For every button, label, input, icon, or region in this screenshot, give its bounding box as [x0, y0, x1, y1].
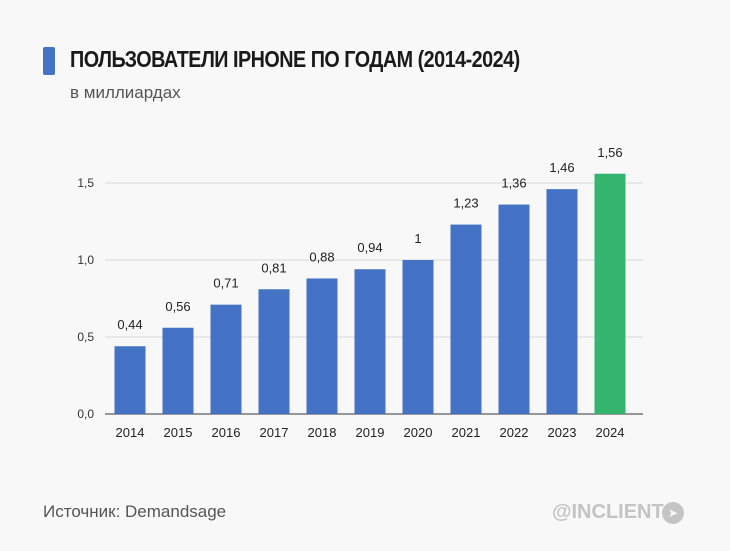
telegram-icon: ➤ — [662, 502, 684, 524]
bar-2015 — [162, 327, 194, 414]
y-tick-label: 1,5 — [77, 176, 94, 190]
x-tick-label: 2024 — [596, 425, 625, 440]
data-label: 0,44 — [117, 317, 142, 332]
data-label: 1,56 — [597, 145, 622, 160]
x-tick-label: 2021 — [452, 425, 481, 440]
y-tick-label: 0,5 — [77, 330, 94, 344]
bar-2018 — [306, 278, 338, 414]
source-note: Источник: Demandsage — [43, 502, 227, 521]
chart-title: ПОЛЬЗОВАТЕЛИ IPHONE ПО ГОДАМ (2014-2024) — [70, 46, 520, 72]
x-tick-label: 2016 — [212, 425, 241, 440]
x-tick-label: 2020 — [404, 425, 433, 440]
bar-2019 — [354, 269, 386, 414]
data-label: 0,71 — [213, 276, 238, 291]
x-tick-label: 2014 — [116, 425, 145, 440]
data-label: 1 — [414, 231, 421, 246]
data-label: 1,36 — [501, 176, 526, 191]
bar-2021 — [450, 224, 482, 414]
data-label: 0,56 — [165, 299, 190, 314]
bar-2022 — [498, 204, 530, 414]
bar-2016 — [210, 304, 242, 414]
data-label: 0,94 — [357, 240, 382, 255]
bar-2024 — [594, 173, 626, 414]
x-tick-label: 2023 — [548, 425, 577, 440]
data-label: 1,23 — [453, 196, 478, 211]
brand-watermark: @INCLIENT — [552, 501, 664, 523]
title-accent-bar — [43, 47, 55, 75]
bar-2020 — [402, 260, 434, 414]
bar-2017 — [258, 289, 290, 414]
data-label: 0,88 — [309, 249, 334, 264]
chart-subtitle: в миллиардах — [70, 83, 181, 102]
data-label: 0,81 — [261, 260, 286, 275]
bar-2014 — [114, 346, 146, 414]
data-label: 1,46 — [549, 160, 574, 175]
x-tick-label: 2019 — [356, 425, 385, 440]
x-tick-label: 2017 — [260, 425, 289, 440]
x-tick-label: 2015 — [164, 425, 193, 440]
x-tick-label: 2022 — [500, 425, 529, 440]
y-tick-label: 0,0 — [77, 407, 94, 421]
x-tick-label: 2018 — [308, 425, 337, 440]
y-tick-label: 1,0 — [77, 253, 94, 267]
bar-2023 — [546, 189, 578, 414]
